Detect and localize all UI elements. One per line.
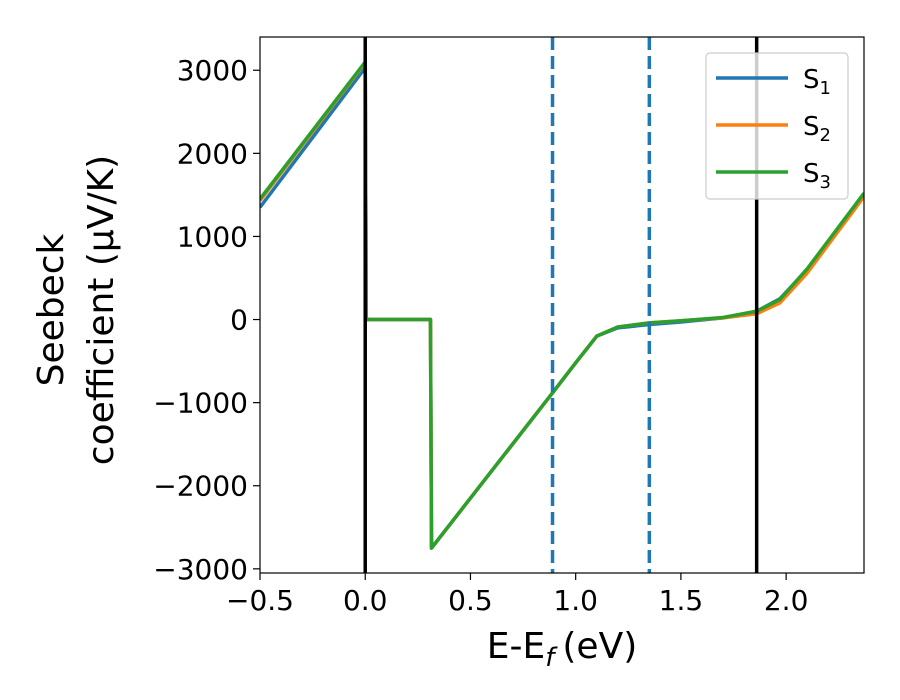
y-axis: −3000 −2000 −1000 0 1000 2000 3000 (153, 54, 260, 586)
plot-frame (259, 36, 865, 574)
legend: S1 S2 S3 (705, 52, 849, 200)
x-tick-label: 0.0 (343, 584, 388, 617)
series-line-S3 (260, 60, 864, 550)
x-axis-title-unit: (eV) (562, 626, 637, 667)
x-axis-title: E-Ef (eV) (487, 626, 638, 673)
x-axis-title-main: E-E (487, 626, 545, 667)
y-tick-label: 1000 (177, 220, 248, 253)
y-tick-label: 0 (230, 304, 248, 337)
x-tick-label: 1.0 (553, 584, 598, 617)
y-tick-label: −1000 (153, 387, 248, 420)
y-tick-label: 3000 (177, 54, 248, 87)
y-tick-label: −3000 (153, 553, 248, 586)
x-tick-label: 1.5 (659, 584, 704, 617)
x-axis-title-subscript: f (545, 643, 558, 673)
legend-label-S2: S2 (803, 112, 831, 146)
y-tick-label: −2000 (153, 470, 248, 503)
x-axis: −0.5 0.0 0.5 1.0 1.5 2.0 (226, 573, 808, 617)
y-tick-label: 2000 (177, 137, 248, 170)
x-tick-label: −0.5 (226, 584, 294, 617)
y-axis-title-line2: coefficient (μV/K) (81, 155, 122, 465)
legend-label-S3: S3 (803, 159, 831, 193)
x-tick-label: 2.0 (764, 584, 809, 617)
legend-label-S1: S1 (803, 65, 831, 99)
x-tick-label: 0.5 (448, 584, 493, 617)
y-axis-title-line1: Seebeck (31, 233, 72, 386)
